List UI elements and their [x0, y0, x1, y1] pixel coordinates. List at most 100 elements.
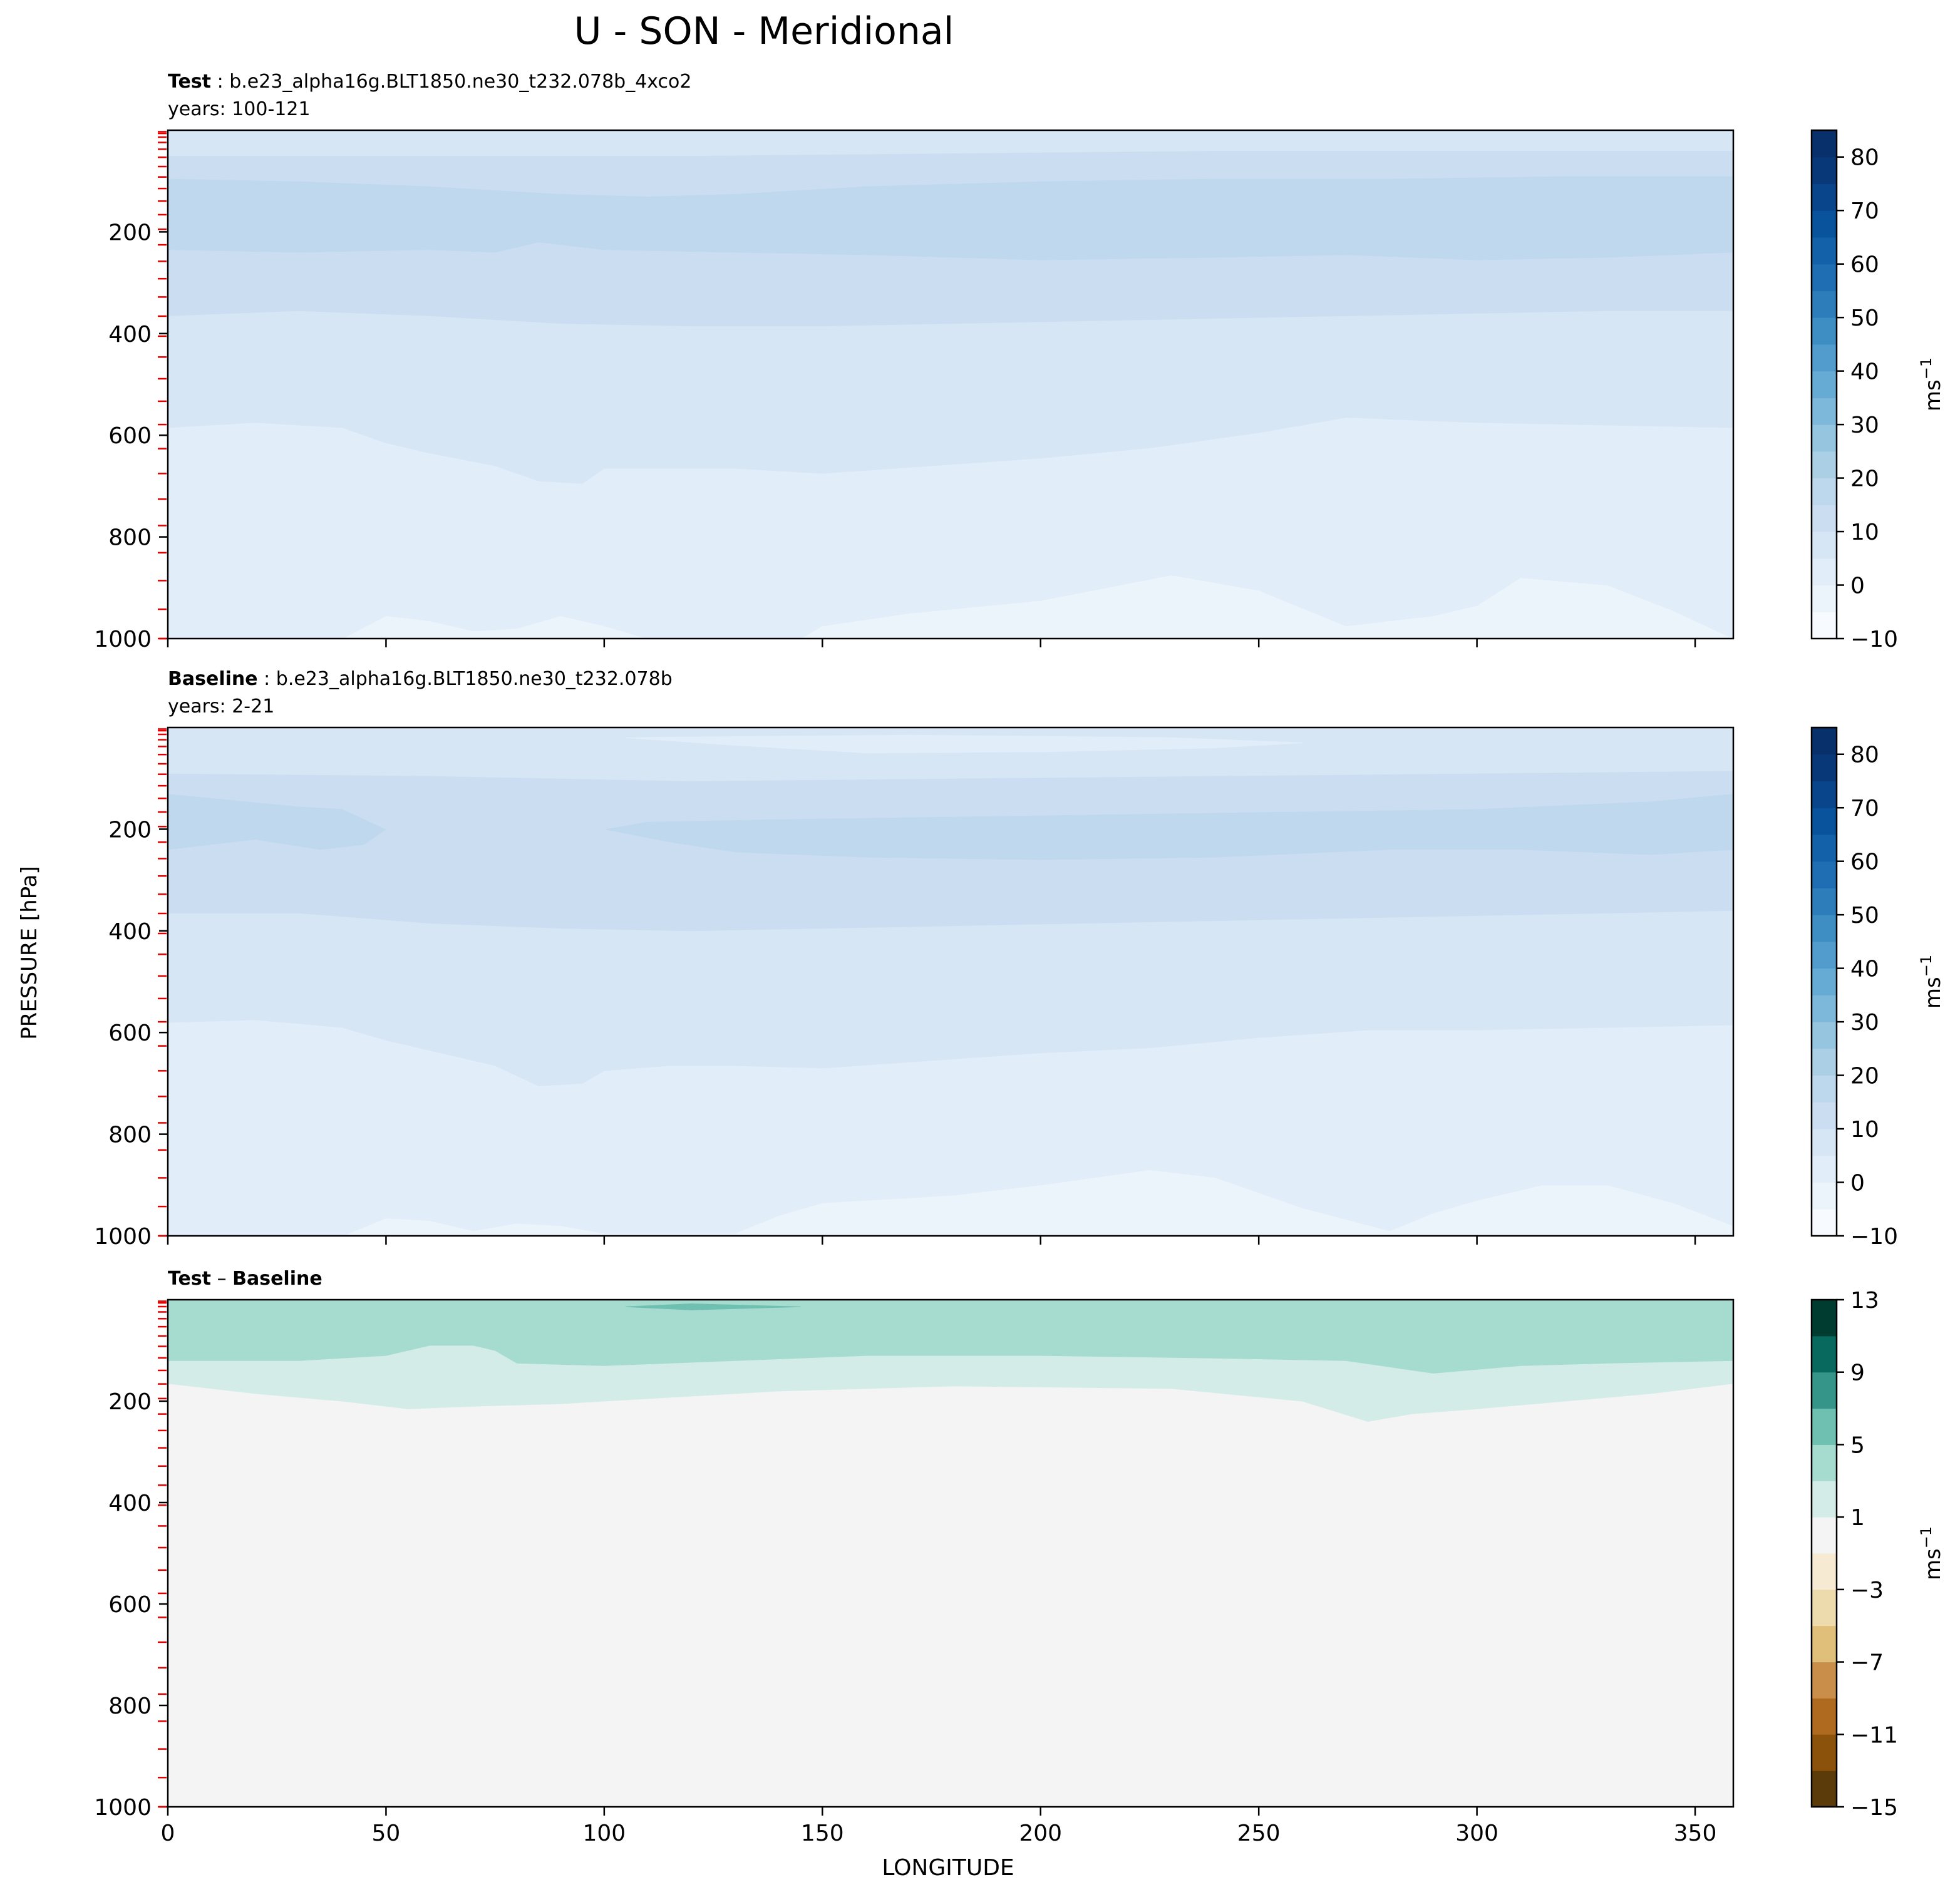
colorbar-swatch: [1812, 532, 1837, 559]
contour-band-20-to-25: [168, 175, 1733, 260]
colorbar-tick-label: −7: [1850, 1650, 1884, 1676]
colorbar-tick-label: −11: [1850, 1722, 1898, 1748]
colorbar-swatch: [1812, 754, 1837, 781]
contour-band--1-to-1: [168, 1383, 1733, 1807]
panel-test: Test : b.e23_alpha16g.BLT1850.ne30_t232.…: [94, 71, 1946, 652]
colorbar-tick-label: −15: [1850, 1795, 1898, 1821]
colorbar-swatch: [1812, 1102, 1837, 1129]
colorbar-swatch: [1812, 183, 1837, 211]
colorbar-tick-label: 60: [1850, 252, 1879, 278]
x-tick-label: 250: [1237, 1821, 1281, 1846]
colorbar-tick-label: 0: [1850, 573, 1865, 599]
colorbar-unit: ms: [1921, 379, 1946, 411]
colorbar-swatch: [1812, 558, 1837, 586]
plot-frame: [167, 129, 1735, 640]
x-tick-label: 50: [372, 1821, 401, 1846]
x-axis-label: LONGITUDE: [882, 1855, 1014, 1881]
colorbar: −15 −11 −7 −3 1 5 9 13 ms−1: [1810, 1288, 1946, 1821]
colorbar-tick-label: 9: [1850, 1360, 1865, 1386]
contour-band-3-to-5: [168, 1300, 1733, 1374]
colorbar-swatch: [1812, 888, 1837, 915]
panel-title-case: Test: [168, 71, 211, 93]
colorbar-swatch: [1812, 371, 1837, 398]
colorbar-swatch: [1812, 781, 1837, 808]
colorbar-swatch: [1812, 130, 1837, 158]
x-tick-label: 200: [1019, 1821, 1062, 1846]
colorbar-swatch: [1812, 290, 1837, 318]
colorbar-label: ms−1: [1917, 357, 1946, 411]
x-tick-label: 150: [801, 1821, 844, 1846]
panels: Test : b.e23_alpha16g.BLT1850.ne30_t232.…: [94, 71, 1946, 1846]
x-tick-label: 300: [1455, 1821, 1498, 1846]
colorbar-unit-exponent: −1: [1917, 955, 1935, 977]
y-axis-label: PRESSURE [hPa]: [17, 866, 42, 1039]
colorbar-tick-label: −10: [1850, 1224, 1898, 1250]
colorbar-swatch: [1812, 317, 1837, 345]
colorbar-tick-label: 60: [1850, 850, 1879, 875]
colorbar-swatch: [1812, 1771, 1837, 1807]
panel-title: Test – Baseline: [168, 1268, 322, 1290]
panel-title-baseline: Baseline: [232, 1268, 322, 1290]
contour-band-10-to-15: [168, 727, 1733, 781]
colorbar-swatch: [1812, 1155, 1837, 1183]
model-level-markers: [158, 1300, 167, 1808]
colorbar-tick-label: 80: [1850, 145, 1879, 171]
colorbar-tick-label: 70: [1850, 796, 1879, 821]
y-tick-label: 800: [108, 1694, 152, 1719]
figure-title: U - SON - Meridional: [574, 9, 954, 53]
colorbar-swatch: [1812, 157, 1837, 184]
colorbar-swatch: [1812, 915, 1837, 942]
colorbar-swatch: [1812, 344, 1837, 372]
contour-band-10-to-15: [168, 130, 1733, 157]
colorbar-swatch: [1812, 398, 1837, 425]
contour-fill: [168, 130, 1733, 639]
contour-band-5-to-10: [626, 734, 1302, 754]
y-tick-label: 1000: [94, 1224, 152, 1250]
colorbar-unit: ms: [1921, 1548, 1946, 1580]
colorbar-frame: [1810, 1298, 1838, 1808]
colorbar-label: ms−1: [1917, 1526, 1946, 1580]
colorbar-swatch: [1812, 968, 1837, 995]
colorbar-tick-label: 80: [1850, 743, 1879, 768]
colorbar-tick-label: 40: [1850, 957, 1879, 982]
colorbar-tick-label: 40: [1850, 359, 1879, 385]
contour-fill: [168, 727, 1733, 1236]
colorbar-unit-exponent: −1: [1917, 357, 1935, 379]
colorbar-swatch: [1812, 1698, 1837, 1735]
panel-subtitle: years: 100-121: [168, 98, 311, 120]
panel-title-test: Test: [168, 1268, 211, 1290]
colorbar-swatch: [1812, 237, 1837, 265]
contour-fill: [168, 1300, 1733, 1807]
colorbar-swatch: [1812, 478, 1837, 505]
colorbar-swatch: [1812, 1553, 1837, 1590]
colorbar-tick-label: −10: [1850, 627, 1898, 652]
y-tick-label: 1000: [94, 1795, 152, 1821]
y-tick-label: 400: [108, 919, 152, 945]
colorbar-swatch: [1812, 995, 1837, 1022]
colorbar-swatch: [1812, 1129, 1837, 1156]
y-tick-label: 600: [108, 1592, 152, 1618]
colorbar-swatch: [1812, 264, 1837, 291]
x-tick-label: 0: [161, 1821, 175, 1846]
panel-title-case-name: : b.e23_alpha16g.BLT1850.ne30_t232.078b: [258, 668, 673, 690]
y-tick-label: 800: [108, 525, 152, 551]
panel-title: Baseline : b.e23_alpha16g.BLT1850.ne30_t…: [168, 668, 673, 690]
colorbar-swatch: [1812, 1335, 1837, 1373]
colorbar-swatch: [1812, 941, 1837, 969]
x-tick-label: 350: [1674, 1821, 1717, 1846]
colorbar-swatch: [1812, 1481, 1837, 1518]
colorbar-swatch: [1812, 1372, 1837, 1409]
colorbar-tick-label: 10: [1850, 520, 1879, 545]
colorbar-swatch: [1812, 1589, 1837, 1627]
colorbar-tick-label: 50: [1850, 306, 1879, 331]
colorbar-tick-label: 5: [1850, 1432, 1865, 1458]
colorbar-swatch: [1812, 1408, 1837, 1445]
y-tick-label: 1000: [94, 627, 152, 652]
colorbar-swatch: [1812, 1182, 1837, 1210]
colorbar-swatch: [1812, 424, 1837, 452]
colorbar-frame: [1810, 726, 1838, 1237]
panel-title-case: Baseline: [168, 668, 258, 690]
colorbar-tick-label: 0: [1850, 1171, 1865, 1196]
colorbar-swatch: [1812, 451, 1837, 479]
model-level-markers: [158, 131, 167, 640]
